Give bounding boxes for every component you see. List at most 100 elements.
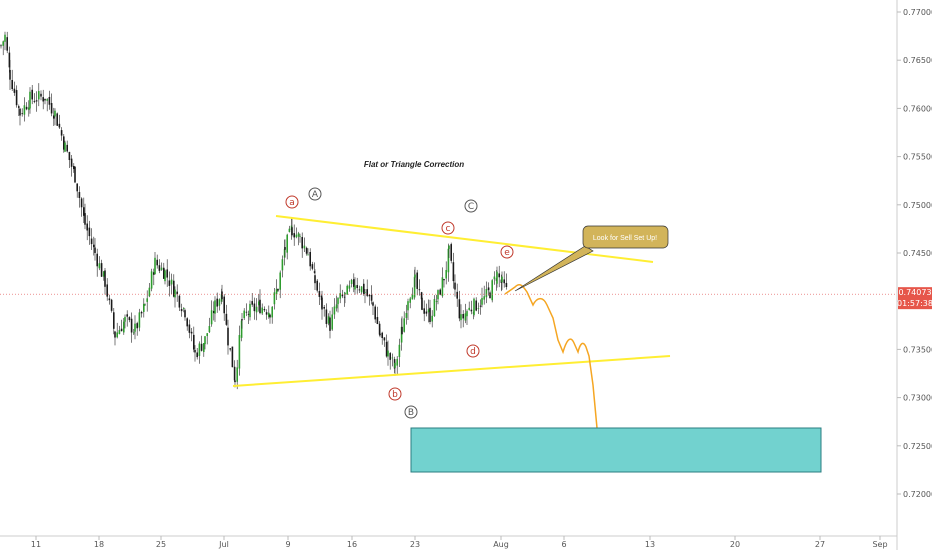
candle-body [479, 305, 482, 307]
candle-body [241, 319, 243, 321]
candle-body [88, 227, 91, 237]
lower-trendline[interactable] [232, 355, 671, 387]
wave-label-e-text: e [504, 248, 510, 258]
candle-body [236, 367, 238, 382]
candle-body [146, 298, 148, 302]
candle-body [416, 272, 418, 289]
candle-body [133, 332, 135, 334]
candle-body [468, 307, 470, 310]
candle-body [4, 34, 6, 42]
time-tick-label: 9 [285, 540, 290, 549]
candle-body [249, 303, 251, 318]
candle-body [183, 308, 185, 309]
candle-body [327, 316, 330, 324]
candle-body [213, 310, 215, 314]
candle-body [483, 296, 485, 300]
candle-body [356, 285, 358, 289]
candle-body [96, 253, 98, 267]
candle-body [247, 313, 250, 315]
candle-body [337, 298, 339, 305]
upper-trendline[interactable] [275, 215, 654, 263]
candle-body [421, 297, 423, 310]
candle-body [73, 165, 75, 170]
candle-body [354, 285, 356, 290]
candle-body [418, 289, 421, 291]
countdown-value: 01:57:38 [897, 299, 932, 308]
wave-label-B-text: B [408, 408, 414, 418]
candle-body [411, 294, 414, 300]
current-price-value: 0.74073 [898, 288, 931, 297]
candle-body [333, 306, 336, 315]
candle-body [31, 89, 33, 100]
candle-body [477, 308, 480, 310]
candle-body [445, 269, 447, 279]
candle-body [441, 277, 444, 297]
candle-body [140, 312, 143, 314]
candle-body [238, 335, 241, 369]
callout-box[interactable] [582, 225, 669, 249]
candle-body [485, 288, 488, 298]
candle-body [76, 183, 78, 192]
target-zone[interactable] [410, 427, 822, 473]
candle-body [231, 346, 234, 368]
candle-body [193, 334, 195, 350]
candle-body [376, 317, 379, 324]
candle-body [425, 311, 428, 314]
candle-body [460, 314, 462, 321]
candle-body [18, 106, 20, 108]
candle-body [0, 45, 2, 47]
candle-body [216, 298, 218, 307]
candle-body [2, 41, 4, 46]
candle-body [103, 271, 105, 277]
wave-label-a-text: a [289, 198, 295, 208]
candle-body [299, 235, 301, 237]
candle-body [126, 314, 128, 317]
candle-body [268, 312, 270, 317]
candle-body [234, 380, 236, 383]
candle-body [277, 289, 279, 291]
candle-body [261, 307, 263, 314]
chart-title: Flat or Triangle Correction [364, 160, 464, 169]
wave-label-a: a [285, 195, 299, 209]
candle-body [178, 295, 181, 308]
candle-body [431, 315, 433, 322]
time-axis[interactable]: 11 18 25 Jul 9 16 23 Aug 6 13 20 27 Sep [31, 536, 888, 549]
wave-label-c-text: c [446, 224, 451, 234]
candle-body [48, 96, 51, 105]
candle-body [396, 358, 398, 366]
time-tick-label: 25 [156, 540, 166, 549]
candle-body [210, 310, 213, 325]
candle-body [323, 306, 325, 309]
candle-body [118, 330, 121, 335]
candle-body [358, 289, 361, 291]
candle-body [124, 316, 126, 322]
time-tick-label: 23 [410, 540, 420, 549]
candle-body [344, 292, 346, 295]
candle-body [42, 97, 44, 102]
time-tick-label: 13 [645, 540, 655, 549]
candle-body [311, 264, 314, 269]
candle-body [156, 259, 158, 266]
candle-body [154, 257, 156, 275]
candle-body [8, 52, 11, 68]
wave-label-C: C [464, 199, 478, 213]
candle-body [321, 297, 323, 310]
candle-body [501, 276, 503, 283]
candle-body [372, 302, 374, 306]
candle-body [413, 276, 416, 298]
candle-body [279, 272, 281, 290]
time-tick-label: 18 [94, 540, 104, 549]
candle-body [435, 301, 438, 302]
wave-label-b: b [388, 387, 402, 401]
candle-body [458, 299, 461, 319]
candle-body [447, 248, 450, 273]
candle-body [86, 223, 88, 231]
candle-body [223, 296, 225, 314]
